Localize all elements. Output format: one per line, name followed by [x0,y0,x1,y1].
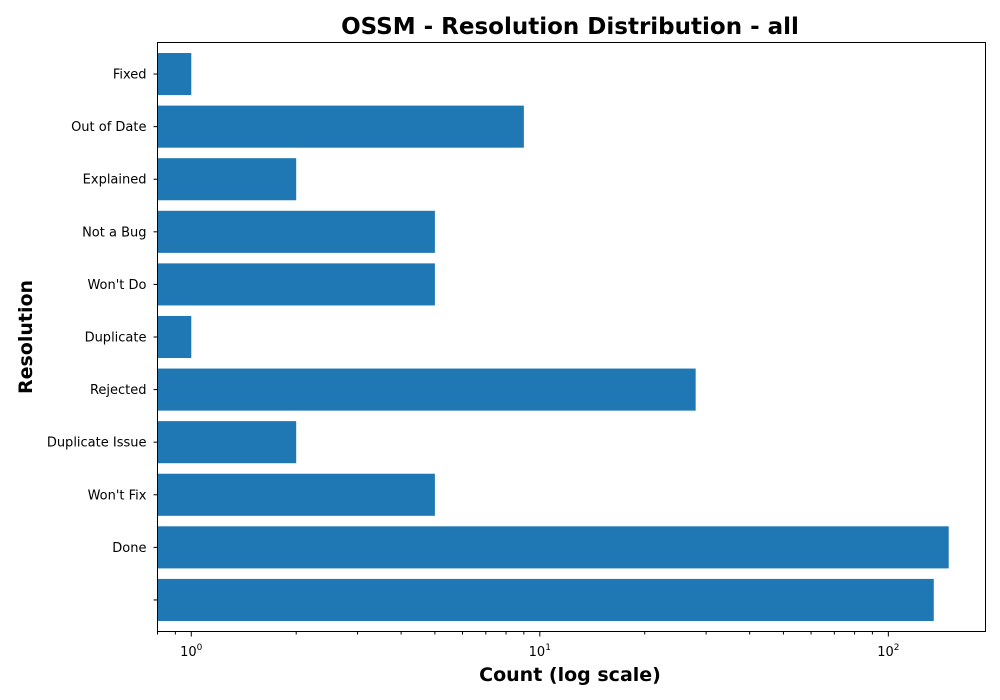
y-tick-label: Fixed [113,68,147,83]
y-tick-label: Done [112,541,146,556]
bar-out-of-date [157,105,524,148]
y-axis-label: Resolution [15,280,37,394]
bar-won-t-do [157,263,435,306]
bar-explained [157,158,297,201]
x-axis-ticks: 100 101 102 [157,631,899,660]
y-axis-ticks: Done Won't Fix Duplicate Issue Rejected Dupl… [47,68,158,601]
x-axis-label: Count (log scale) [479,664,661,686]
y-tick-label: Won't Do [87,278,146,293]
y-tick-label: Duplicate Issue [47,436,147,451]
bar-group [157,53,949,621]
bar-done [157,526,949,569]
x-tick-label: 102 [877,643,899,660]
bar-unlabeled [157,578,934,621]
bar-duplicate-issue [157,421,297,464]
x-tick-label: 101 [529,643,551,660]
bar-duplicate [157,315,192,359]
x-tick-label: 100 [180,643,203,660]
y-tick-label: Not a Bug [82,225,146,240]
bar-fixed [157,53,192,96]
y-tick-label: Explained [83,173,147,188]
y-tick-label: Duplicate [85,331,147,346]
bar-not-a-bug [157,210,435,253]
y-tick-label: Won't Fix [88,488,147,503]
bar-rejected [157,368,696,411]
y-tick-label: Rejected [90,383,147,398]
chart-title: OSSM - Resolution Distribution - all [341,14,799,40]
bar-won-t-fix [157,473,435,516]
plot-frame [157,42,986,632]
y-tick-label: Out of Date [71,120,146,135]
